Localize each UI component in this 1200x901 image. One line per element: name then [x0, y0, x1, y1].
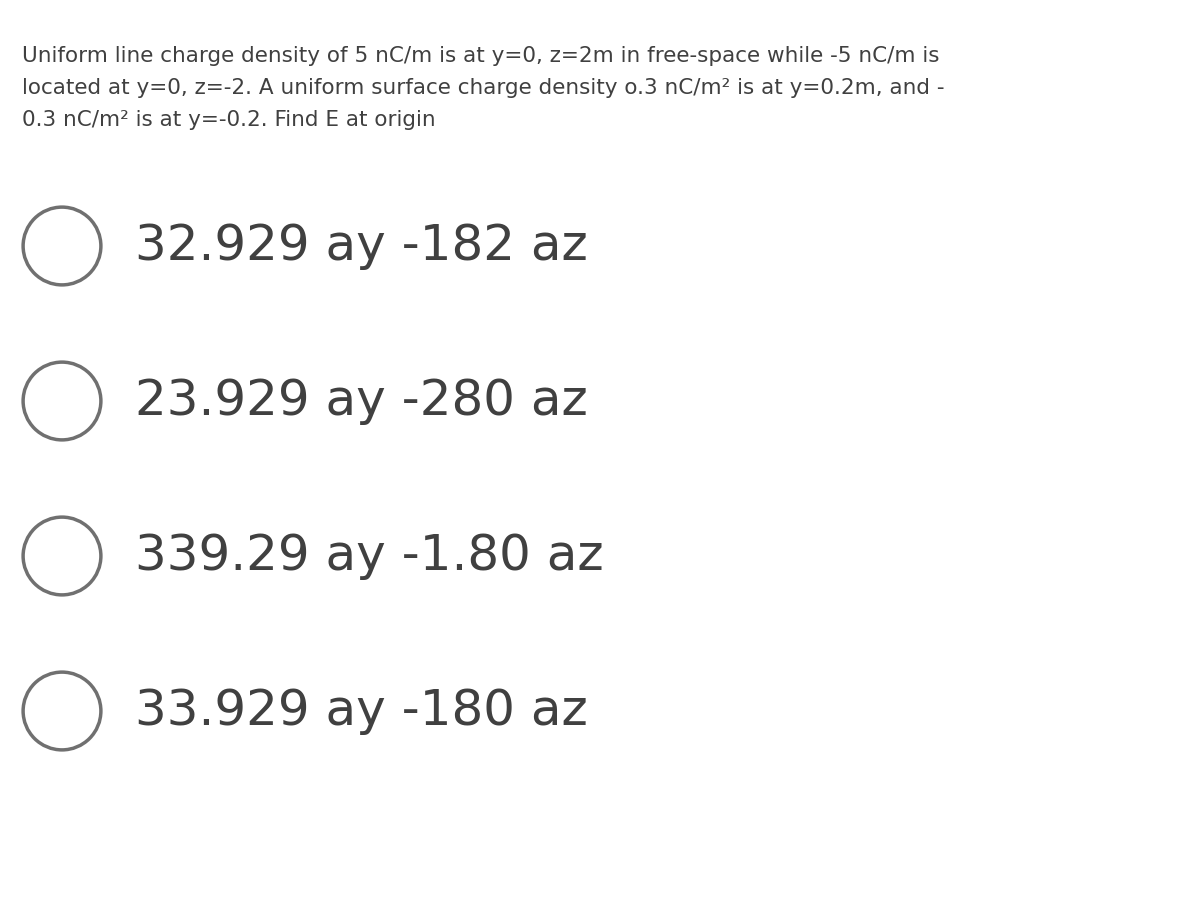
Text: 33.929 ay -180 az: 33.929 ay -180 az: [134, 687, 588, 735]
Text: 339.29 ay -1.80 az: 339.29 ay -1.80 az: [134, 532, 604, 580]
Text: 0.3 nC/m² is at y=-0.2. Find E at origin: 0.3 nC/m² is at y=-0.2. Find E at origin: [22, 110, 436, 130]
Text: 32.929 ay -182 az: 32.929 ay -182 az: [134, 222, 588, 270]
Text: Uniform line charge density of 5 nC/m is at y=0, z=2m in free-space while -5 nC/: Uniform line charge density of 5 nC/m is…: [22, 46, 940, 66]
Text: located at y=0, z=-2. A uniform surface charge density o.3 nC/m² is at y=0.2m, a: located at y=0, z=-2. A uniform surface …: [22, 78, 944, 98]
Text: 23.929 ay -280 az: 23.929 ay -280 az: [134, 377, 588, 425]
